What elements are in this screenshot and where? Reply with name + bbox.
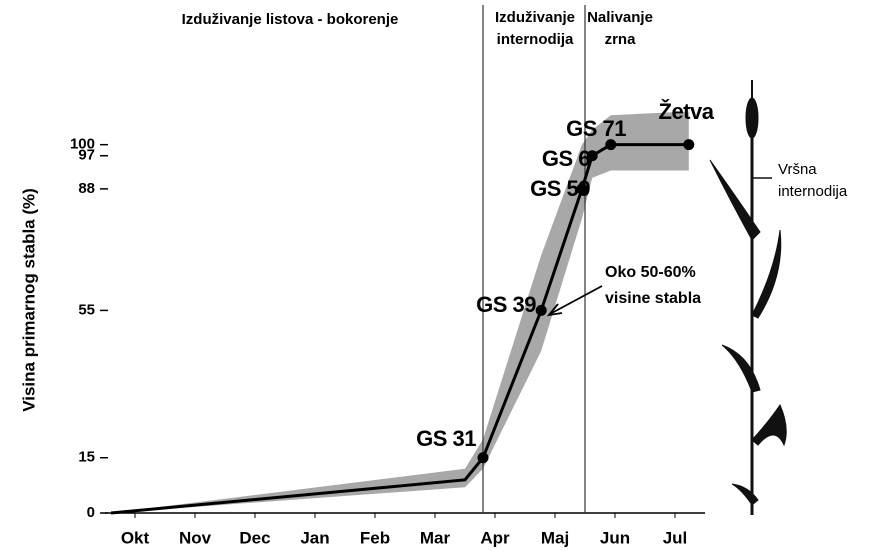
phase-label: Nalivanje (587, 9, 653, 26)
x-tick-label: Apr (480, 528, 510, 547)
stage-label: GS 59 (530, 176, 590, 201)
y-axis-label: Visina primarnog stabla (%) (19, 188, 38, 412)
leaf (732, 484, 758, 505)
leaf (752, 405, 786, 445)
height-line (111, 145, 689, 513)
leaf (752, 230, 781, 318)
ear (746, 98, 758, 138)
phase-label: Izduživanje listova - bokorenje (182, 11, 399, 28)
x-tick-label: Mar (420, 528, 451, 547)
y-tick-label: 15 (78, 449, 95, 466)
stage-label: Žetva (659, 99, 715, 124)
stage-label: GS 6 (542, 146, 590, 171)
y-tick-label: 100 (70, 136, 95, 153)
stage-label: GS 39 (476, 292, 536, 317)
x-tick-label: Feb (360, 528, 390, 547)
plant-label: internodija (778, 183, 848, 200)
range-band (111, 112, 689, 513)
chart: Visina primarnog stabla (%) 015558897100… (0, 0, 885, 551)
x-tick-label: Dec (239, 528, 270, 547)
x-tick-label: Jan (300, 528, 329, 547)
stage-label: GS 71 (566, 116, 626, 141)
note: visine stabla (605, 290, 701, 307)
stage-point (478, 452, 489, 463)
phase-label: internodija (497, 31, 574, 48)
stage-point (605, 139, 616, 150)
x-tick-label: Maj (541, 528, 569, 547)
stage-point (536, 305, 547, 316)
x-tick-label: Okt (121, 528, 150, 547)
x-tick-label: Jun (600, 528, 630, 547)
x-tick-label: Nov (179, 528, 212, 547)
stage-label: GS 31 (416, 426, 476, 451)
y-tick-label: 55 (78, 301, 95, 318)
note: Oko 50-60% (605, 264, 696, 281)
phase-label: Izduživanje (495, 9, 575, 26)
wheat-plant (710, 80, 786, 515)
y-tick-label: 88 (78, 180, 95, 197)
stage-point (683, 139, 694, 150)
phase-label: zrna (605, 31, 637, 48)
x-tick-label: Jul (663, 528, 688, 547)
plant-label: Vršna (778, 161, 817, 178)
leaf (722, 345, 760, 392)
y-tick-label: 0 (87, 504, 95, 521)
